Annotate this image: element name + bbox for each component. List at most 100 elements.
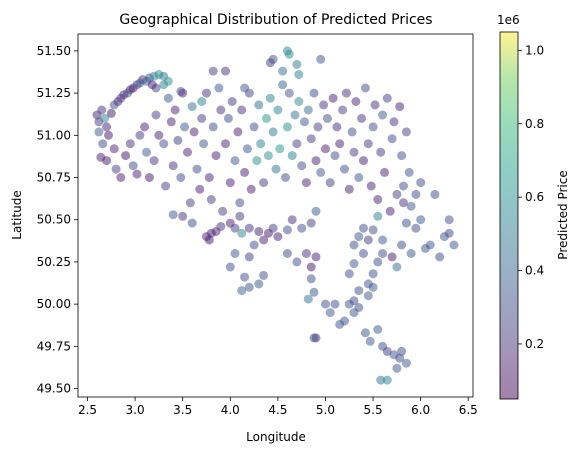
scatter-point bbox=[244, 282, 254, 292]
scatter-point bbox=[404, 167, 414, 177]
colorbar-tick-label: 0.6 bbox=[525, 190, 544, 204]
scatter-point bbox=[151, 110, 161, 120]
scatter-point bbox=[368, 269, 378, 279]
scatter-point bbox=[347, 127, 357, 137]
scatter-point bbox=[449, 240, 459, 250]
scatter-point bbox=[392, 262, 402, 272]
scatter-point bbox=[254, 279, 264, 289]
scatter-point bbox=[378, 110, 388, 120]
scatter-point bbox=[392, 189, 402, 199]
y-tick-label: 50.00 bbox=[37, 297, 71, 311]
scatter-point bbox=[363, 139, 373, 149]
scatter-point bbox=[406, 201, 416, 211]
scatter-point bbox=[102, 122, 112, 132]
x-tick-label: 6.0 bbox=[411, 403, 430, 417]
scatter-point bbox=[338, 105, 348, 115]
x-tick-label: 3.5 bbox=[173, 403, 192, 417]
scatter-point bbox=[189, 127, 199, 137]
scatter-point bbox=[389, 117, 399, 127]
scatter-point bbox=[216, 105, 226, 115]
x-axis-label: Longitude bbox=[246, 430, 306, 444]
scatter-point bbox=[106, 108, 116, 118]
scatter-point bbox=[354, 173, 364, 182]
scatter-point bbox=[416, 215, 426, 225]
scatter-point bbox=[147, 80, 157, 90]
colorbar-offset-label: 1e6 bbox=[497, 13, 520, 27]
scatter-point bbox=[282, 122, 292, 132]
scatter-point bbox=[321, 299, 330, 309]
scatter-point bbox=[311, 252, 321, 262]
scatter-point bbox=[185, 198, 195, 208]
scatter-point bbox=[306, 134, 316, 144]
y-tick-label: 51.00 bbox=[37, 128, 71, 142]
scatter-point bbox=[319, 100, 329, 110]
scatter-point bbox=[382, 346, 392, 356]
scatter-point bbox=[363, 235, 373, 245]
scatter-point bbox=[360, 328, 370, 338]
scatter-point bbox=[387, 252, 397, 262]
scatter-point bbox=[300, 117, 309, 127]
scatter-point bbox=[378, 235, 388, 245]
scatter-point bbox=[344, 269, 354, 279]
scatter-point bbox=[322, 113, 332, 123]
y-tick-label: 50.75 bbox=[37, 171, 71, 185]
scatter-point bbox=[297, 161, 307, 171]
scatter-point bbox=[128, 161, 138, 171]
scatter-point bbox=[373, 257, 383, 267]
scatter-point bbox=[271, 164, 281, 174]
scatter-point bbox=[244, 223, 254, 233]
scatter-point bbox=[303, 105, 313, 115]
scatter-point bbox=[214, 83, 224, 93]
x-tick-label: 4.5 bbox=[268, 403, 287, 417]
scatter-point bbox=[259, 178, 269, 188]
scatter-point bbox=[335, 139, 345, 149]
scatter-point bbox=[349, 240, 359, 250]
scatter-point bbox=[278, 80, 288, 90]
scatter-point bbox=[235, 198, 245, 208]
scatter-point bbox=[349, 308, 359, 318]
scatter-point bbox=[109, 144, 119, 154]
scatter-point bbox=[284, 49, 294, 59]
scatter-point bbox=[208, 66, 218, 76]
scatter-point bbox=[351, 97, 361, 106]
x-tick-label: 5.5 bbox=[364, 403, 383, 417]
scatter-point bbox=[332, 122, 342, 132]
scatter-point bbox=[373, 325, 383, 334]
y-axis-label: Latitude bbox=[10, 190, 24, 239]
scatter-point bbox=[365, 336, 375, 346]
scatter-point bbox=[444, 215, 454, 225]
x-axis: 2.5 3.0 3.5 4.0 4.5 5.0 5.5 6.0 6.5 bbox=[78, 397, 478, 417]
scatter-point bbox=[221, 66, 230, 76]
x-tick-label: 2.5 bbox=[78, 403, 97, 417]
scatter-point bbox=[349, 147, 359, 157]
scatter-point bbox=[206, 195, 216, 204]
scatter-point bbox=[240, 272, 250, 282]
scatter-point bbox=[373, 195, 383, 204]
scatter-point bbox=[237, 286, 247, 296]
scatter-point bbox=[242, 144, 252, 154]
y-tick-label: 51.25 bbox=[37, 86, 71, 100]
scatter-point bbox=[430, 189, 440, 199]
scatter-point bbox=[382, 93, 392, 103]
y-tick-label: 50.50 bbox=[37, 213, 71, 227]
scatter-point bbox=[237, 105, 247, 115]
x-tick-label: 5.0 bbox=[316, 403, 335, 417]
scatter-point bbox=[221, 139, 230, 149]
scatter-point bbox=[170, 105, 180, 115]
scatter-point bbox=[292, 139, 302, 149]
scatter-point bbox=[313, 122, 323, 132]
scatter-point bbox=[397, 151, 407, 161]
scatter-point bbox=[263, 151, 273, 161]
y-tick-label: 51.50 bbox=[37, 44, 71, 58]
scatter-point bbox=[284, 88, 294, 98]
scatter-point bbox=[349, 259, 359, 269]
scatter-point bbox=[166, 117, 176, 127]
scatter-point bbox=[273, 232, 283, 242]
x-tick-label: 4.0 bbox=[221, 403, 240, 417]
scatter-point bbox=[397, 346, 407, 356]
colorbar-frame bbox=[499, 31, 519, 400]
scatter-point bbox=[294, 70, 304, 79]
colorbar-tick-label: 0.8 bbox=[525, 117, 544, 131]
scatter-point bbox=[309, 287, 319, 297]
x-tick-label: 3.0 bbox=[126, 403, 145, 417]
